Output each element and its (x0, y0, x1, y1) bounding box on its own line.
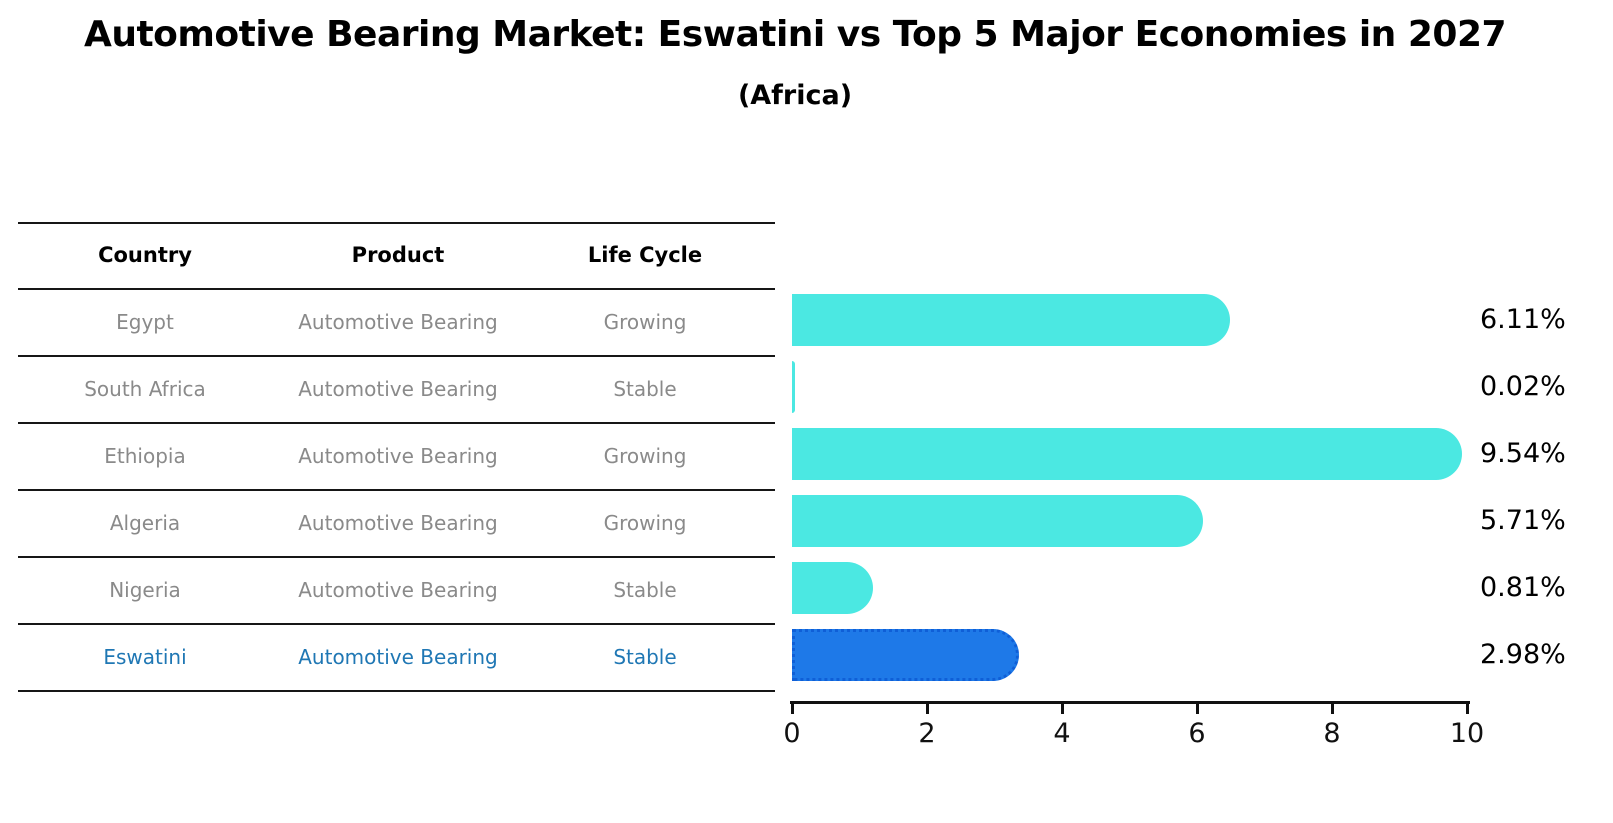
table-rule (18, 489, 775, 491)
bar-egypt (792, 294, 1231, 346)
bar-eswatini (792, 629, 1020, 681)
cell-product: Automotive Bearing (298, 577, 498, 602)
bar-nigeria (792, 562, 873, 614)
x-axis-tick-label: 4 (1053, 718, 1071, 749)
table-rule (18, 690, 775, 692)
x-axis-tick (1195, 701, 1199, 714)
cell-life-cycle: Stable (613, 376, 677, 401)
table-rule (18, 355, 775, 357)
cell-life-cycle: Stable (613, 577, 677, 602)
cell-life-cycle: Growing (603, 443, 687, 468)
chart-title: Automotive Bearing Market: Eswatini vs T… (83, 14, 1507, 55)
x-axis-tick (1465, 701, 1469, 714)
x-axis-tick (790, 701, 794, 714)
table-row-ethiopia: Ethiopia Automotive Bearing Growing (0, 422, 775, 489)
cell-life-cycle: Growing (603, 510, 687, 535)
table-rule (18, 288, 775, 290)
value-label: 6.11% (1480, 304, 1566, 335)
table-rule (18, 556, 775, 558)
x-axis-line (790, 701, 1470, 704)
value-label: 0.02% (1480, 371, 1566, 402)
x-axis-tick-label: 8 (1323, 718, 1341, 749)
cell-product: Automotive Bearing (298, 644, 498, 669)
x-axis-tick-label: 10 (1449, 718, 1485, 749)
cell-country: Algeria (109, 510, 181, 535)
cell-product: Automotive Bearing (298, 510, 498, 535)
header-life-cycle: Life Cycle (587, 243, 703, 267)
x-axis-tick (1330, 701, 1334, 714)
cell-country: Eswatini (103, 644, 187, 669)
x-axis-tick (1060, 701, 1064, 714)
cell-product: Automotive Bearing (298, 443, 498, 468)
bar-south-africa (792, 361, 795, 413)
table-rule (18, 623, 775, 625)
cell-country: South Africa (84, 376, 206, 401)
value-label: 0.81% (1480, 572, 1566, 603)
cell-product: Automotive Bearing (298, 309, 498, 334)
cell-product: Automotive Bearing (298, 376, 498, 401)
cell-country: Egypt (116, 309, 174, 334)
value-label: 2.98% (1480, 639, 1566, 670)
value-label: 5.71% (1480, 505, 1566, 536)
cell-life-cycle: Stable (613, 644, 677, 669)
table-row-south-africa: South Africa Automotive Bearing Stable (0, 355, 775, 422)
x-axis-tick-label: 2 (918, 718, 936, 749)
table-row-nigeria: Nigeria Automotive Bearing Stable (0, 556, 775, 623)
header-country: Country (98, 243, 192, 267)
table-header-row: Country Product Life Cycle (0, 222, 775, 288)
cell-country: Ethiopia (104, 443, 186, 468)
table-rule (18, 222, 775, 224)
x-axis-tick-label: 0 (783, 718, 801, 749)
table-row-eswatini: Eswatini Automotive Bearing Stable (0, 623, 775, 690)
table-rule (18, 422, 775, 424)
x-axis-tick (925, 701, 929, 714)
cell-life-cycle: Growing (603, 309, 687, 334)
table-row-algeria: Algeria Automotive Bearing Growing (0, 489, 775, 556)
cell-country: Nigeria (109, 577, 181, 602)
value-label: 9.54% (1480, 438, 1566, 469)
bar-algeria (792, 495, 1204, 547)
header-product: Product (351, 243, 445, 267)
chart-subtitle: (Africa) (737, 80, 853, 111)
table-row-egypt: Egypt Automotive Bearing Growing (0, 288, 775, 355)
x-axis-tick-label: 6 (1188, 718, 1206, 749)
bar-ethiopia (792, 428, 1462, 480)
